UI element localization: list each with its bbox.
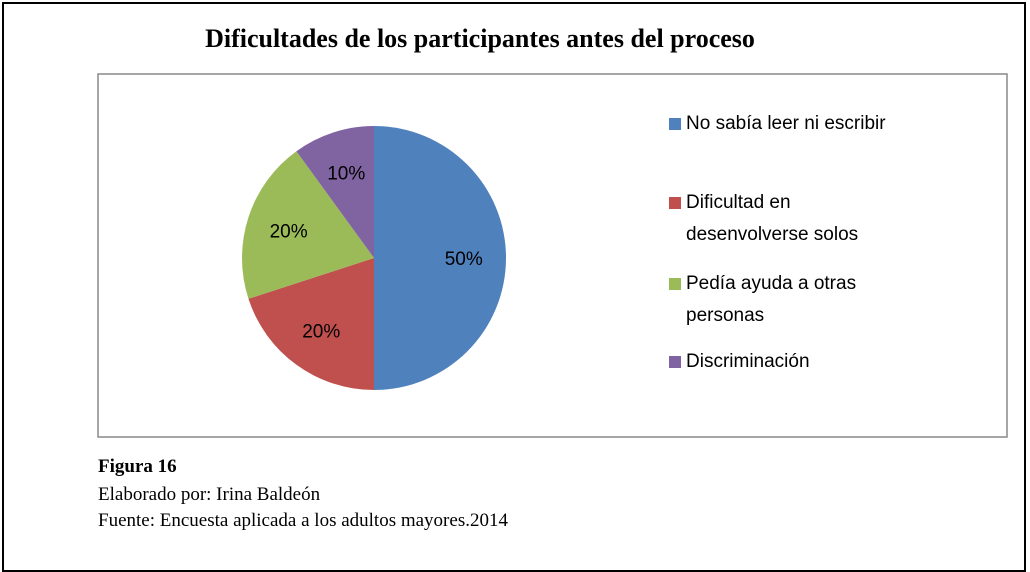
legend-swatch	[669, 278, 681, 290]
legend-entry: Dificultad en desenvolverse solos	[686, 192, 859, 245]
figure-label: Figura 16	[98, 456, 177, 477]
pie-slice	[296, 126, 374, 258]
data-label: 20%	[270, 221, 308, 242]
legend-entry: Pedía ayuda a otras personas	[686, 273, 857, 326]
legend-swatch	[669, 197, 681, 209]
data-label: 20%	[302, 322, 340, 343]
data-label: 50%	[445, 249, 483, 270]
source: Fuente: Encuesta aplicada a los adultos …	[98, 510, 508, 531]
pie-slice	[242, 151, 374, 299]
legend-entry: No sabía leer ni escribir	[686, 113, 886, 134]
legend-swatch	[669, 356, 681, 368]
author: Elaborado por: Irina Baldeón	[98, 484, 321, 505]
pie-slice	[374, 126, 506, 390]
legend-entry: Discriminación	[686, 351, 810, 372]
legend-swatch	[669, 118, 681, 130]
pie-slice	[248, 258, 374, 390]
data-label: 10%	[327, 164, 365, 185]
chart-title: Dificultades de los participantes antes …	[205, 24, 755, 53]
